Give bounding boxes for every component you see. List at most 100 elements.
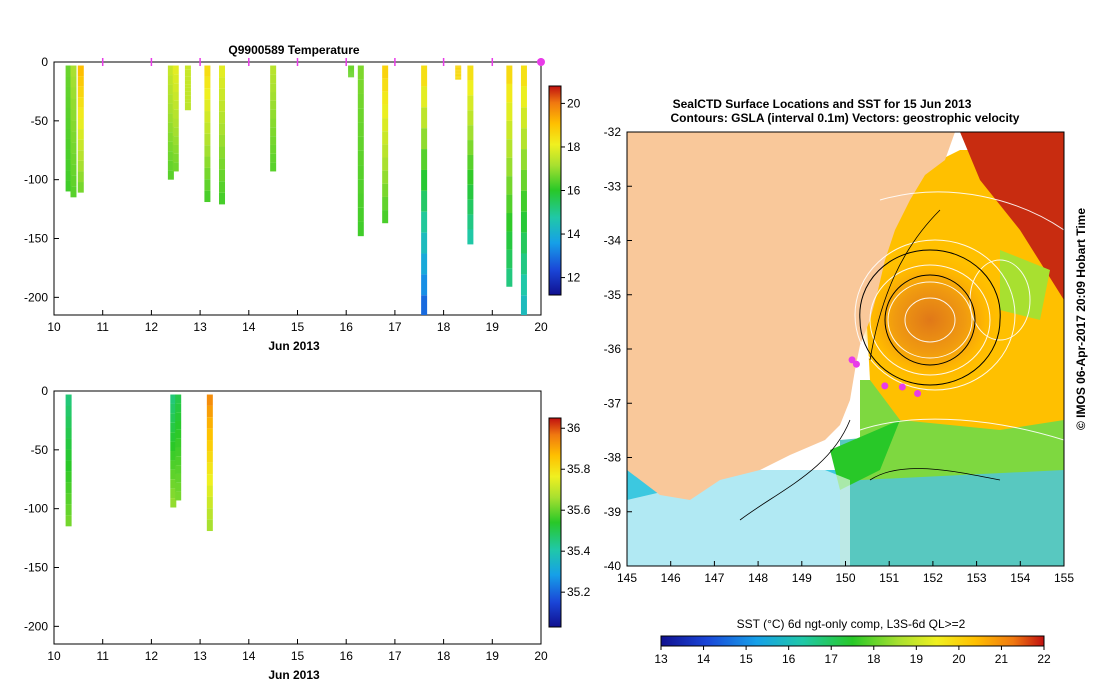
sst-tick-label: 19 — [910, 652, 924, 666]
profile-segment — [65, 460, 72, 472]
profile-segment — [357, 108, 364, 123]
profile-segment — [506, 83, 513, 103]
y-tick-label: -150 — [24, 561, 48, 575]
profile-segment — [348, 68, 355, 70]
imos-credit: © IMOS 06-Apr-2017 20:09 Hobart Time — [1074, 208, 1088, 430]
profile-segment — [65, 504, 72, 516]
sst-colorbar-label: SST (°C) 6d ngt-only comp, L3S-6d QL>=2 — [737, 617, 966, 631]
colorbar-tick-label: 14 — [567, 227, 581, 241]
profile-segment — [77, 139, 84, 151]
contour-line — [859, 418, 1064, 441]
profile-segment — [357, 65, 364, 80]
profile-segment — [70, 164, 77, 176]
profile-segment — [421, 128, 428, 150]
sst-hot-northeast — [960, 132, 1064, 300]
x-tick-label: 14 — [242, 649, 256, 663]
map-lon-ticks: 145 146 147 148 149 150 151 152 153 154 155 — [617, 561, 1074, 585]
profile-segment — [70, 98, 77, 110]
profile-segment — [270, 153, 277, 163]
profile-segment — [467, 95, 474, 111]
gsla-contours — [854, 191, 1064, 441]
profile-segment — [421, 65, 428, 87]
profile-segment — [421, 232, 428, 254]
profile-segment — [65, 493, 72, 505]
lat-tick-label: -34 — [604, 234, 622, 248]
salinity-x-label: Jun 2013 — [268, 668, 320, 682]
profile-segment — [520, 169, 527, 191]
profile-segment — [520, 232, 527, 254]
lat-tick-label: -33 — [604, 179, 622, 193]
x-tick-label: 17 — [388, 320, 402, 334]
profile-segment — [219, 146, 226, 159]
sst-map-panel: SealCTD Surface Locations and SST for 15… — [604, 97, 1088, 666]
temperature-title: Q9900589 Temperature — [228, 43, 360, 57]
lat-tick-label: -39 — [604, 505, 622, 519]
profile-segment — [520, 107, 527, 129]
sst-tick-label: 17 — [825, 652, 839, 666]
profile-segment — [204, 88, 211, 100]
profile-segment — [382, 91, 389, 105]
profile-segment — [421, 295, 428, 315]
profile-segment — [467, 125, 474, 141]
x-tick-label: 16 — [340, 320, 354, 334]
profile-segment — [357, 179, 364, 194]
seal-location-marker — [848, 356, 856, 364]
profile-segment — [270, 92, 277, 101]
profile-segment — [167, 160, 174, 171]
salinity-colorbar-ticks: 36 35.8 35.6 35.4 35.2 — [561, 421, 591, 599]
profile-segment — [172, 109, 179, 119]
profile-segment — [65, 76, 72, 87]
profile-segment — [175, 491, 182, 501]
profile-segment — [206, 405, 213, 418]
profile-segment — [467, 140, 474, 155]
profile-segment — [204, 122, 211, 134]
profile-segment — [467, 169, 474, 185]
profile-segment — [357, 136, 364, 151]
profile-segment — [77, 86, 84, 98]
profile-segment — [270, 74, 277, 84]
profile-segment — [172, 92, 179, 101]
temperature-y-ticks: 0 -50 -100 -150 -200 — [24, 55, 59, 304]
profile-segment — [65, 405, 72, 417]
profile-segment — [382, 157, 389, 171]
y-tick-label: -200 — [24, 619, 48, 633]
profile-segment — [348, 66, 355, 68]
profile-segment — [382, 170, 389, 184]
profile-segment — [270, 127, 277, 137]
profile-segment — [455, 73, 462, 75]
profile-segment — [77, 65, 84, 77]
profile-segment — [206, 508, 213, 520]
profile-segment — [70, 131, 77, 143]
profile-segment — [357, 93, 364, 109]
temperature-colorbar — [548, 85, 562, 296]
profile-segment — [382, 78, 389, 92]
profile-segment — [467, 184, 474, 200]
map-subtitle: Contours: GSLA (interval 0.1m) Vectors: … — [671, 111, 1020, 125]
sst-tick-label: 16 — [782, 652, 796, 666]
profile-segment — [467, 199, 474, 215]
profile-segment — [520, 190, 527, 212]
profile-segment — [219, 123, 226, 135]
profile-segment — [455, 78, 462, 80]
salinity-panel: 10 11 12 13 14 15 16 17 18 19 20 0-50-100-150-200 … — [24, 384, 591, 682]
salinity-colorbar — [548, 417, 562, 628]
profile-segment — [421, 149, 428, 170]
profile-segment — [77, 107, 84, 119]
profile-segment — [455, 69, 462, 71]
profile-segment — [421, 86, 428, 108]
profile-segment — [270, 118, 277, 128]
profile-segment — [204, 190, 211, 203]
profile-segment — [184, 87, 191, 92]
lon-tick-label: 150 — [835, 571, 855, 585]
profile-segment — [175, 456, 182, 466]
profile-segment — [467, 80, 474, 96]
temperature-panel: Q9900589 Temperature 10 11 12 13 14 15 16 17 18 1… — [24, 43, 581, 353]
contour-line — [739, 419, 851, 521]
contour-line — [879, 191, 1064, 231]
profile-segment — [77, 171, 84, 183]
profile-segment — [172, 144, 179, 154]
profile-segment — [65, 149, 72, 160]
x-tick-label: 12 — [145, 320, 159, 334]
profile-segment — [206, 428, 213, 441]
profile-segment — [270, 136, 277, 145]
